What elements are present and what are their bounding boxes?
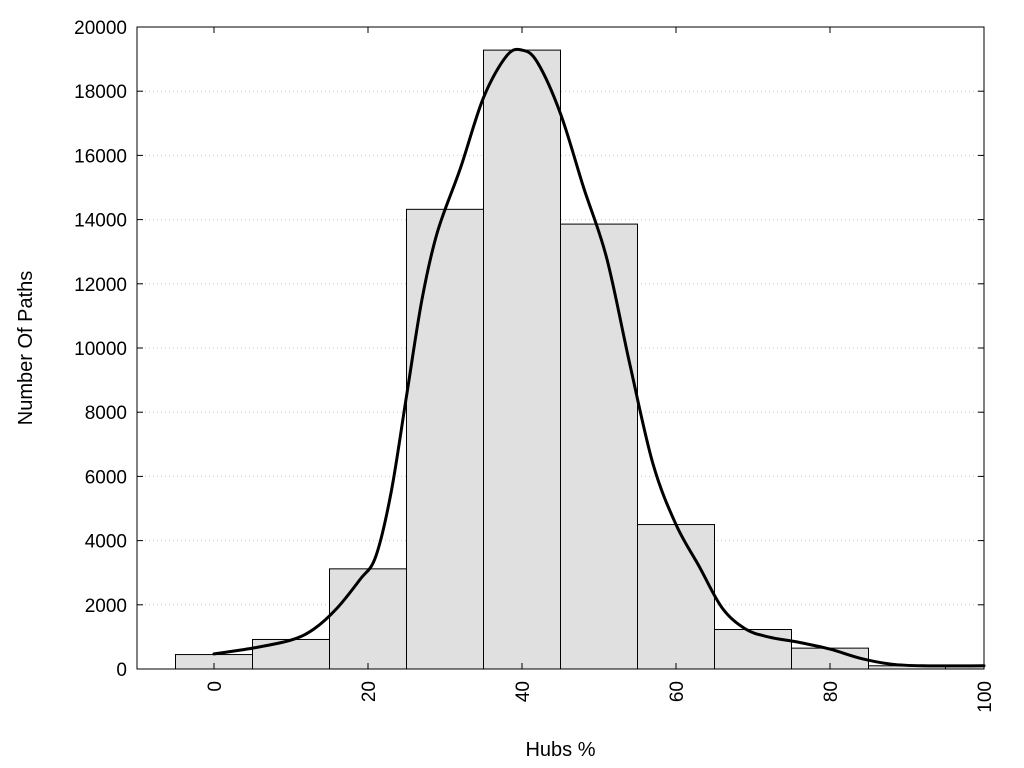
x-tick-label: 60 bbox=[667, 681, 688, 702]
y-tick-label: 20000 bbox=[74, 18, 127, 39]
histogram-bar bbox=[483, 49, 561, 670]
y-tick-label: 8000 bbox=[85, 403, 127, 424]
y-tick-label: 6000 bbox=[85, 467, 127, 488]
histogram-bar bbox=[406, 208, 484, 670]
y-axis-ticks: 0 2000 4000 6000 8000 10000 12000 14000 16000 180… bbox=[74, 18, 984, 681]
x-axis-ticks: 0 20 40 60 80 100 bbox=[205, 27, 996, 713]
y-tick-label: 14000 bbox=[74, 211, 127, 232]
y-tick-label: 12000 bbox=[74, 275, 127, 296]
histogram-bar bbox=[252, 638, 330, 670]
y-tick-label: 10000 bbox=[74, 339, 127, 360]
y-tick-label: 16000 bbox=[74, 146, 127, 167]
histogram-bar bbox=[560, 223, 638, 670]
x-tick-label: 80 bbox=[821, 681, 842, 702]
y-tick-label: 4000 bbox=[85, 532, 127, 553]
x-tick-label: 40 bbox=[513, 681, 534, 702]
histogram-bar bbox=[329, 568, 407, 670]
histogram-bar bbox=[637, 524, 715, 670]
y-tick-label: 18000 bbox=[74, 82, 127, 103]
histogram-bar bbox=[714, 629, 792, 670]
y-axis-title: Number Of Paths bbox=[15, 271, 37, 426]
x-tick-label: 0 bbox=[205, 681, 226, 692]
y-tick-label: 2000 bbox=[85, 596, 127, 617]
x-tick-label: 100 bbox=[975, 681, 996, 713]
histogram-bars bbox=[175, 49, 985, 670]
x-axis-title: Hubs % bbox=[525, 739, 595, 761]
density-curve-group bbox=[212, 47, 986, 668]
x-tick-label: 20 bbox=[359, 681, 380, 702]
y-tick-label: 0 bbox=[116, 660, 127, 681]
density-curve bbox=[212, 47, 986, 668]
